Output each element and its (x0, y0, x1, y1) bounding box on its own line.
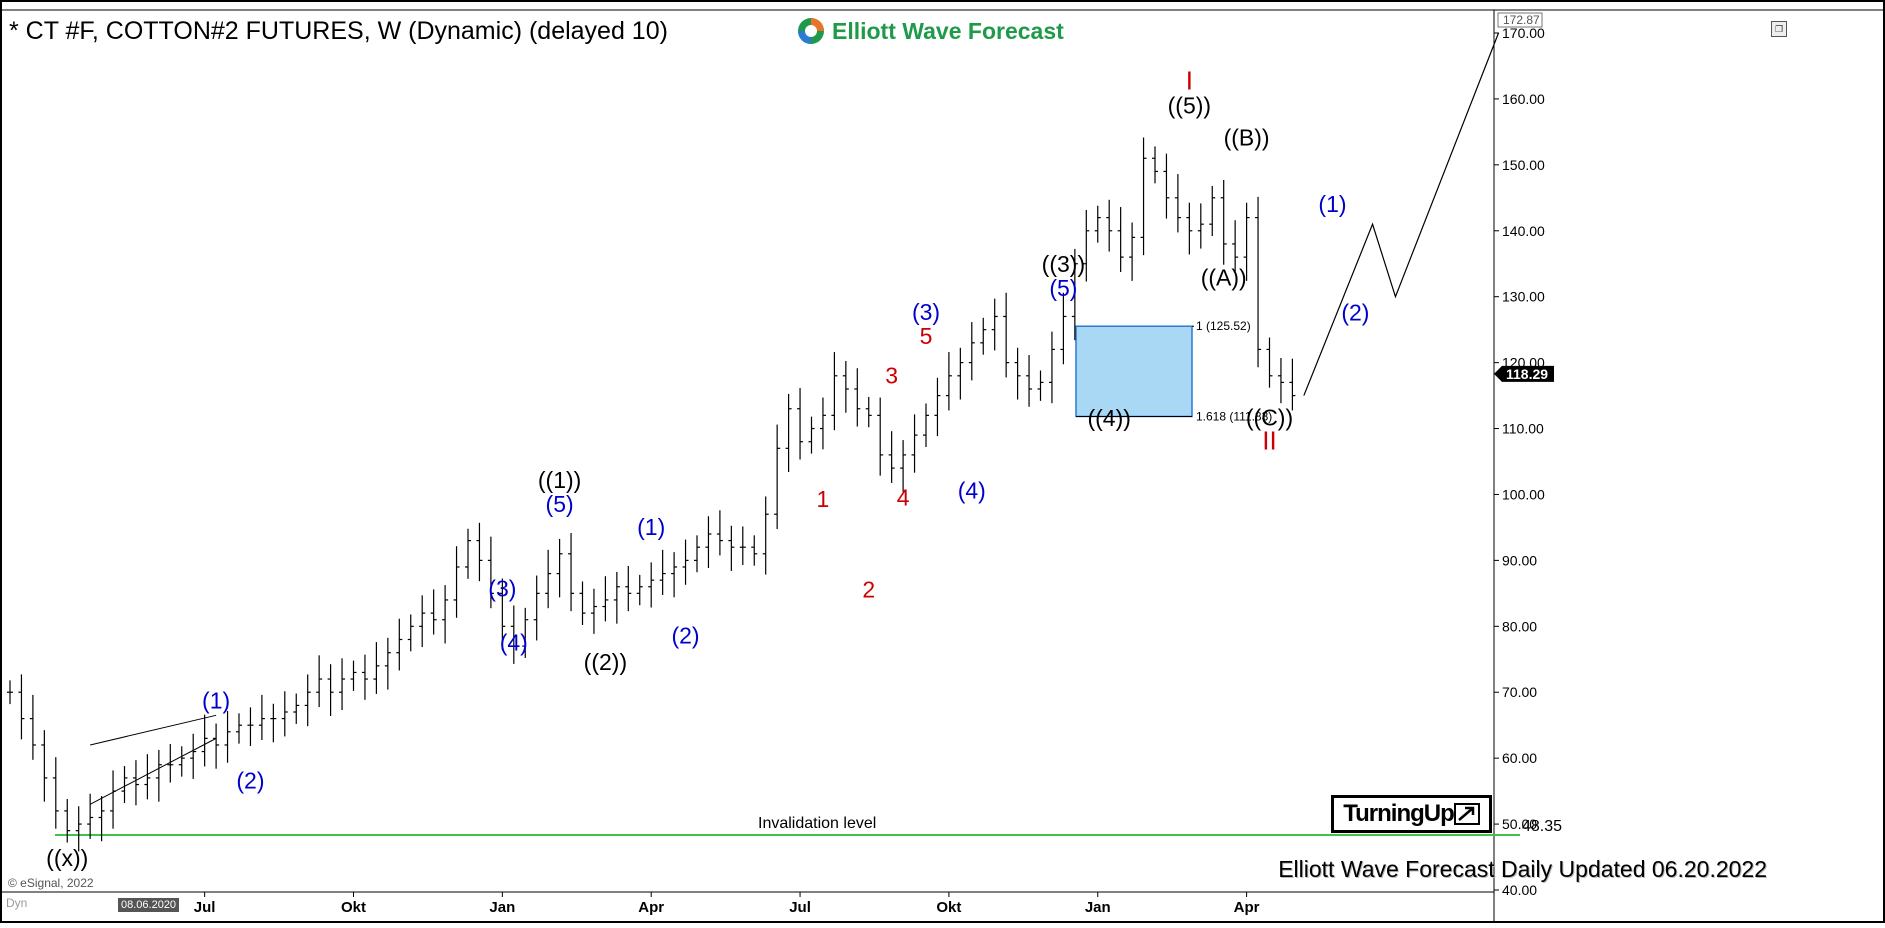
cursor-date: 08.06.2020 (118, 898, 180, 912)
x-tick-label: Jan (1085, 899, 1111, 916)
wave-label: (5) (546, 491, 574, 517)
wave-label: 3 (885, 363, 898, 389)
chart-title: * CT #F, COTTON#2 FUTURES, W (Dynamic) (… (9, 17, 668, 45)
invalidation-label: Invalidation level (758, 815, 876, 832)
turning-up-badge: TurningUp (1331, 795, 1492, 833)
y-tick-label: 80.00 (1502, 618, 1537, 634)
wave-label: (2) (671, 623, 699, 649)
wave-label: (4) (500, 629, 528, 655)
projection-path (1303, 32, 1500, 396)
wave-label: ((3)) (1042, 251, 1085, 277)
last-price-label: 118.29 (1506, 366, 1548, 382)
x-tick-label: Jan (489, 899, 515, 916)
x-tick-label: Jul (789, 899, 811, 916)
wave-label: 1 (817, 486, 830, 512)
x-tick-label: Jul (194, 899, 216, 916)
x-tick-label: Okt (936, 899, 961, 916)
restore-window-icon[interactable]: ❐ (1771, 21, 1787, 37)
wave-label: (1) (1318, 191, 1346, 217)
wave-label: (5) (1049, 275, 1077, 301)
y-tick-label: 130.00 (1502, 289, 1545, 305)
logo-text: Elliott Wave Forecast (832, 17, 1064, 44)
y-tick-label: 170.00 (1502, 25, 1545, 41)
wave-label: II (1262, 425, 1276, 455)
x-tick-label: Apr (1234, 899, 1260, 916)
wave-label: ((2)) (584, 649, 627, 675)
y-tick-label: 60.00 (1502, 750, 1537, 766)
logo-icon (798, 18, 824, 44)
wave-label: (1) (637, 514, 665, 540)
box-bottom-label: 1.618 (111.83) (1196, 409, 1272, 423)
wave-label: ((C)) (1246, 404, 1293, 430)
wave-label: 5 (920, 323, 933, 349)
last-price-marker (1494, 365, 1554, 382)
wave-label: ((x)) (46, 845, 88, 871)
y-tick-label: 100.00 (1502, 486, 1545, 502)
x-tick-label: Apr (638, 899, 664, 916)
wave-label: (3) (912, 299, 940, 325)
update-note: Elliott Wave Forecast Daily Updated 06.2… (1278, 856, 1767, 882)
turning-up-label: TurningUp (1343, 800, 1455, 827)
wave-label: ((A)) (1201, 265, 1247, 291)
wave-label: (2) (236, 768, 264, 794)
wave-label: 2 (862, 577, 875, 603)
invalidation-value: 48.35 (1522, 818, 1562, 835)
wave-label: I (1186, 65, 1193, 95)
box-top-label: 1 (125.52) (1196, 319, 1251, 333)
wave-label: (4) (958, 478, 986, 504)
diagonal-upper-line (90, 714, 217, 746)
wave-label: ((B)) (1224, 125, 1270, 151)
y-tick-label: 70.00 (1502, 684, 1537, 700)
top-value-label: 172.87 (1503, 13, 1540, 27)
y-tick-label: 110.00 (1502, 421, 1544, 437)
wave-label: (3) (488, 576, 516, 602)
wave-label: 4 (897, 484, 910, 510)
y-tick-label: 140.00 (1502, 223, 1545, 239)
wave-label: ((5)) (1168, 92, 1211, 118)
y-tick-label: 160.00 (1502, 91, 1545, 107)
wave-label: ((1)) (538, 467, 581, 493)
dyn-label: Dyn (6, 896, 28, 910)
copyright: © eSignal, 2022 (8, 876, 94, 890)
target-box (1075, 325, 1193, 418)
y-tick-label: 90.00 (1502, 552, 1537, 568)
wave-label: (2) (1341, 300, 1369, 326)
logo: Elliott Wave Forecast (796, 16, 1064, 46)
y-tick-label: 40.00 (1502, 882, 1537, 898)
arrow-up-right-icon (1453, 803, 1480, 825)
y-tick-label: 150.00 (1502, 157, 1545, 173)
wave-label: (1) (202, 688, 230, 714)
y-tick-label: 50.00 (1502, 816, 1537, 832)
x-tick-label: Okt (341, 899, 366, 916)
top-value-box (1497, 12, 1543, 28)
diagonal-lower-line (89, 737, 217, 805)
wave-label: ((4)) (1087, 405, 1130, 431)
